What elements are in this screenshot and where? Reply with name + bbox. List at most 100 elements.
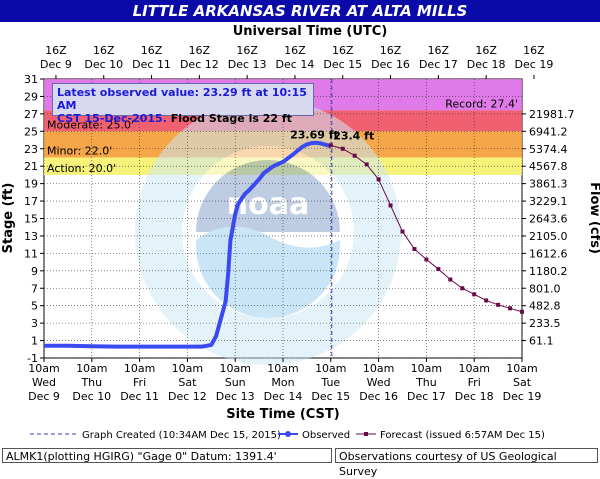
datum-info: ALMK1(plotting HGIRG) "Gage 0" Datum: 13… [2,448,332,463]
bottom-tick-label: 10am [315,362,346,375]
left-axis-title: Stage (ft) [1,183,16,254]
bottom-tick-label: 10am [411,362,442,375]
forecast-point [376,177,381,182]
noaa-watermark: noaa [135,99,401,365]
bottom-tick-label: Tue [320,376,340,389]
bottom-tick-label: Fri [468,376,481,389]
observed-line [44,140,332,349]
forecast-point [364,162,369,167]
top-tick-date: Dec 13 [228,58,267,71]
left-tick-label: 9 [31,265,38,278]
top-tick-date: Dec 14 [276,58,315,71]
forecast-point [460,286,465,291]
title-bar: LITTLE ARKANSAS RIVER AT ALTA MILLS [0,0,600,22]
bottom-tick-label: 10am [219,362,250,375]
top-tick-date: Dec 17 [419,58,458,71]
bottom-tick-label: Dec 14 [264,390,303,403]
right-tick-label: 4567.8 [529,160,568,173]
legend-forecast-marker [364,432,368,436]
bottom-tick-label: Wed [367,376,391,389]
top-tick-date: Dec 19 [515,58,554,71]
right-tick-label: 233.5 [529,317,561,330]
left-tick-label: 23 [24,143,38,156]
peak-forecast-label: 23.4 ft [333,129,374,142]
left-tick-label: 7 [31,282,38,295]
top-tick-date: Dec 9 [40,58,72,71]
left-tick-label: -1 [27,352,38,365]
left-tick-label: 13 [24,230,38,243]
bottom-tick-label: 10am [363,362,394,375]
bottom-tick-label: Fri [133,376,146,389]
bottom-tick-label: 10am [76,362,107,375]
forecast-point [400,229,405,234]
forecast-point [496,302,501,307]
bottom-tick-label: Thu [80,376,102,389]
top-tick-label: 16Z [523,44,545,57]
band-labels: Record: 27.4' Moderate: 25.0' Minor: 22.0'… [47,97,518,175]
bottom-tick-label: 10am [506,362,537,375]
left-tick-label: 27 [24,108,38,121]
left-tick-label: 25 [24,125,38,138]
top-tick-date: Dec 16 [371,58,410,71]
forecast-point [508,306,513,311]
latest-line2a: CST 15-Dec-2015. [57,112,167,125]
legend-forecast-label: Forecast (issued 6:57AM Dec 15) [380,430,545,441]
top-tick-label: 16Z [284,44,306,57]
forecast-point [412,247,417,252]
top-tick-label: 16Z [189,44,211,57]
top-tick-label: 16Z [475,44,497,57]
top-tick-date: Dec 15 [323,58,362,71]
band-label-moderate: Moderate: 25.0' [47,118,134,131]
bottom-tick-label: Dec 12 [168,390,207,403]
bottom-tick-label: 10am [172,362,203,375]
latest-line1: Latest observed value: 23.29 ft at 10:15… [57,86,307,112]
right-tick-labels: 61.1 233.5 482.8 801.0 1180.2 1612.6 2105.0 264… [522,108,575,348]
top-tick-label: 16Z [380,44,402,57]
bottom-tick-label: Dec 15 [311,390,350,403]
bottom-tick-label: Dec 9 [28,390,60,403]
top-tick-label: 16Z [93,44,115,57]
right-tick-label: 21981.7 [529,108,575,121]
left-tick-label: 11 [24,247,38,260]
svg-text:noaa: noaa [227,187,309,222]
bottom-tick-label: 10am [124,362,155,375]
left-tick-label: 31 [24,73,38,86]
left-tick-label: 5 [31,300,38,313]
top-tick-date: Dec 12 [180,58,219,71]
bottom-tick-label: Dec 11 [120,390,159,403]
band-label-action: Action: 20.0' [47,162,116,175]
bottom-tick-label: Dec 18 [455,390,494,403]
legend-observed-label: Observed [302,430,350,441]
left-tick-label: 17 [24,195,38,208]
bottom-tick-label: Sun [225,376,246,389]
left-tick-label: 1 [31,335,38,348]
top-tick-label: 16Z [332,44,354,57]
right-tick-label: 482.8 [529,300,561,313]
bottom-tick-label: Dec 16 [359,390,398,403]
right-tick-label: 1180.2 [529,265,568,278]
band-label-minor: Minor: 22.0' [47,144,112,157]
forecast-point [352,153,357,158]
forecast-point [484,298,489,303]
bottom-tick-label: Dec 19 [503,390,542,403]
credits-info: Observations courtesy of US Geological S… [335,448,598,478]
forecast-point [472,292,477,297]
bottom-tick-label: 10am [267,362,298,375]
right-tick-label: 3229.1 [529,195,568,208]
series-layer [44,140,524,349]
forecast-point [520,309,524,314]
forecast-point [340,146,345,151]
right-tick-label: 2643.6 [529,213,568,226]
right-tick-label: 801.0 [529,282,561,295]
bottom-tick-label: Dec 17 [407,390,446,403]
bottom-axis-title: Site Time (CST) [226,407,339,422]
bottom-tick-label: Sat [513,376,532,389]
legend-created-label: Graph Created (10:34AM Dec 15, 2015) [82,430,281,441]
top-tick-label: 16Z [428,44,450,57]
right-tick-label: 61.1 [529,335,554,348]
forecast-point [328,143,333,148]
forecast-point [388,203,393,208]
